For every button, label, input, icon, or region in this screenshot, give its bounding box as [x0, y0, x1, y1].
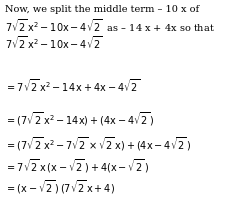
Text: $= 7\sqrt{2}\, \mathrm{x}^2-14\,\mathrm{x}+4\mathrm{x}-4\sqrt{2}$: $= 7\sqrt{2}\, \mathrm{x}^2-14\,\mathrm{…: [5, 77, 140, 93]
Text: $= (\mathrm{x}-\sqrt{2}\,)\,(7\sqrt{2}\,\mathrm{x}+4)$: $= (\mathrm{x}-\sqrt{2}\,)\,(7\sqrt{2}\,…: [5, 177, 115, 195]
Text: $= (7\sqrt{2}\, \mathrm{x}^2-14\mathrm{x})+(4\mathrm{x}-4\sqrt{2}\,)$: $= (7\sqrt{2}\, \mathrm{x}^2-14\mathrm{x…: [5, 109, 154, 127]
Text: $= (7\sqrt{2}\, \mathrm{x}^2-7\sqrt{2}\times\sqrt{2}\,\mathrm{x})+(4\mathrm{x}-4: $= (7\sqrt{2}\, \mathrm{x}^2-7\sqrt{2}\t…: [5, 134, 190, 152]
Text: $7\sqrt{2}\, \mathrm{x}^2-10\mathrm{x}-4\sqrt{2}$: $7\sqrt{2}\, \mathrm{x}^2-10\mathrm{x}-4…: [5, 34, 102, 50]
Text: $7\sqrt{2}\, \mathrm{x}^2-10\mathrm{x}-4\sqrt{2}$  as – 14 x + 4x so that: $7\sqrt{2}\, \mathrm{x}^2-10\mathrm{x}-4…: [5, 17, 214, 33]
Text: Now, we split the middle term – 10 x of: Now, we split the middle term – 10 x of: [5, 5, 198, 14]
Text: $= 7\sqrt{2}\, \mathrm{x}\,(\mathrm{x}-\sqrt{2}\,)+4(\mathrm{x}-\sqrt{2}\,)$: $= 7\sqrt{2}\, \mathrm{x}\,(\mathrm{x}-\…: [5, 156, 148, 174]
